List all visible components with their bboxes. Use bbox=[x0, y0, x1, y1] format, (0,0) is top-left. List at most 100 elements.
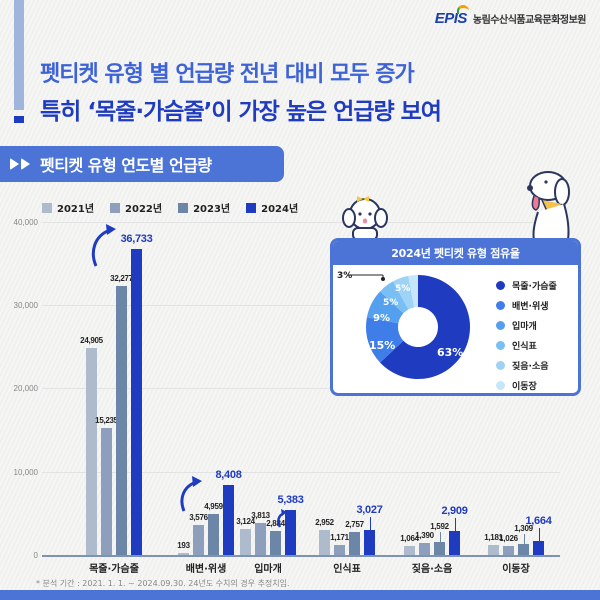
legend-label: 2021년 bbox=[57, 204, 95, 215]
pie-slice-label: 5% bbox=[383, 298, 399, 308]
bar-value-label: 193 bbox=[177, 541, 190, 551]
gridline bbox=[42, 388, 560, 389]
bar-value-label: 3,813 bbox=[251, 511, 270, 521]
pie-legend-item: 배변·위생 bbox=[496, 299, 557, 312]
category-label: 짖음·소음 bbox=[411, 564, 453, 575]
bar-2024년 bbox=[533, 541, 544, 555]
x-axis-baseline bbox=[42, 555, 560, 557]
section-banner: 펫티켓 유형 연도별 언급량 bbox=[0, 146, 284, 182]
pie-legend-item: 목줄·가슴줄 bbox=[496, 279, 557, 292]
bar-2021년 bbox=[86, 347, 97, 555]
bar-value-label: 1,026 bbox=[499, 534, 518, 544]
bar-2023년 bbox=[434, 541, 445, 555]
category-label: 배변·위생 bbox=[185, 564, 227, 575]
y-tick: 10,000 bbox=[13, 468, 38, 477]
bar-value-label: 5,383 bbox=[277, 494, 304, 507]
donut-slice bbox=[380, 281, 409, 314]
legend-item-2022: 2022년 bbox=[110, 200, 162, 215]
bar-value-label: 15,235 bbox=[95, 416, 118, 426]
bar-2022년 bbox=[419, 543, 430, 555]
pie-slice-label: 15% bbox=[369, 339, 396, 352]
large-dog-illustration-icon bbox=[527, 171, 570, 241]
legend-label: 2022년 bbox=[125, 204, 163, 215]
bar-value-label: 1,064 bbox=[400, 534, 419, 544]
pie-slice-label: 3% bbox=[337, 271, 353, 281]
donut-slice bbox=[380, 275, 470, 379]
bar-2021년 bbox=[319, 530, 330, 555]
donut-slice bbox=[408, 275, 418, 308]
bar-value-label: 2,884 bbox=[266, 518, 285, 528]
category-label: 목줄·가슴줄 bbox=[89, 564, 139, 575]
bar-2023년 bbox=[518, 544, 529, 555]
y-tick: 20,000 bbox=[13, 384, 38, 393]
y-tick: 40,000 bbox=[13, 218, 38, 227]
label-connector bbox=[523, 534, 525, 545]
pie-legend-item: 이동장 bbox=[496, 379, 557, 392]
label-connector bbox=[538, 528, 540, 542]
legend-swatch bbox=[178, 202, 189, 213]
pie-slice-label: 9% bbox=[373, 313, 390, 324]
bar-2021년 bbox=[488, 545, 499, 555]
legend-swatch bbox=[246, 202, 257, 213]
bar-value-label: 8,408 bbox=[215, 469, 242, 481]
y-tick: 30,000 bbox=[13, 301, 38, 310]
label-connector bbox=[439, 531, 441, 542]
donut-slice bbox=[366, 317, 404, 363]
bar-value-label: 3,576 bbox=[189, 513, 208, 523]
bar-2021년 bbox=[178, 553, 189, 555]
category-label: 입마개 bbox=[254, 564, 282, 575]
legend-item-2021: 2021년 bbox=[42, 200, 94, 215]
bar-value-label: 24,905 bbox=[80, 335, 103, 345]
bar-value-label: 1,592 bbox=[430, 521, 449, 531]
pie-chart-title: 2024년 펫티켓 유형 점유율 bbox=[333, 241, 578, 265]
bar-value-label: 1,309 bbox=[514, 524, 533, 534]
bottom-band bbox=[0, 590, 600, 600]
decorative-square bbox=[14, 116, 24, 123]
bar-2024년 bbox=[131, 249, 142, 555]
legend-label: 2024년 bbox=[261, 204, 299, 215]
label-connector bbox=[454, 517, 456, 531]
growth-arrow-icon bbox=[91, 224, 116, 267]
bar-2023년 bbox=[208, 513, 219, 555]
bar-value-label: 32,277 bbox=[110, 274, 133, 284]
bar-2022년 bbox=[101, 428, 112, 555]
bar-value-label: 2,952 bbox=[315, 518, 334, 528]
bar-value-label: 4,959 bbox=[204, 501, 223, 511]
bar-2023년 bbox=[270, 530, 281, 555]
legend-item-2024: 2024년 bbox=[246, 200, 298, 215]
org-logo: EPIS 농림수산식품교육문화정보원 bbox=[434, 5, 587, 27]
bar-value-label: 2,757 bbox=[345, 520, 364, 530]
bar-2024년 bbox=[223, 485, 234, 555]
legend-label: 2023년 bbox=[193, 204, 231, 215]
bar-2023년 bbox=[349, 532, 360, 555]
pie-chart-card: 2024년 펫티켓 유형 점유율 3% 5% 5% 9% 15% 63% 목줄·… bbox=[330, 238, 581, 396]
bar-2022년 bbox=[334, 545, 345, 555]
bar-2021년 bbox=[404, 546, 415, 555]
bar-2022년 bbox=[255, 523, 266, 555]
legend-swatch bbox=[110, 202, 121, 213]
legend-swatch bbox=[42, 202, 52, 213]
bar-2023년 bbox=[116, 286, 127, 555]
y-tick: 0 bbox=[33, 551, 38, 560]
pie-legend-item: 짖음·소음 bbox=[496, 359, 557, 372]
donut-slice bbox=[366, 291, 404, 324]
epis-logo-mark: EPIS bbox=[434, 5, 470, 27]
bar-2024년 bbox=[285, 510, 296, 555]
bar-2021년 bbox=[240, 528, 251, 555]
bar-value-label: 36,733 bbox=[120, 233, 153, 246]
pie-legend: 목줄·가슴줄 배변·위생 입마개 인식표 짖음·소음 이동장 bbox=[496, 279, 557, 392]
bar-plot-area: 24,905 15,235 32,277 36,733 193 3,576 4,959 8,4… bbox=[80, 233, 552, 555]
pie-legend-item: 입마개 bbox=[496, 319, 557, 332]
bar-value-label: 3,027 bbox=[356, 503, 383, 516]
bar-value-label: 2,909 bbox=[441, 504, 468, 517]
label-connector bbox=[369, 516, 371, 530]
bar-value-label: 1,181 bbox=[484, 533, 503, 543]
bar-legend: 2021년 2022년 2023년 2024년 bbox=[42, 200, 298, 215]
footnote: * 분석 기간 : 2021. 1. 1. ~ 2024.09.30. 24년도… bbox=[36, 579, 290, 588]
bar-value-label: 1,664 bbox=[525, 515, 552, 528]
headline-line-1: 펫티켓 유형 별 언급량 전년 대비 모두 증가 bbox=[40, 62, 415, 87]
decorative-side-bar bbox=[14, 0, 24, 110]
donut-slice bbox=[392, 275, 415, 310]
bar-2024년 bbox=[364, 529, 375, 555]
headline-line-2: 특히 ‘목줄·가슴줄’이 가장 높은 언급량 보여 bbox=[40, 99, 442, 125]
